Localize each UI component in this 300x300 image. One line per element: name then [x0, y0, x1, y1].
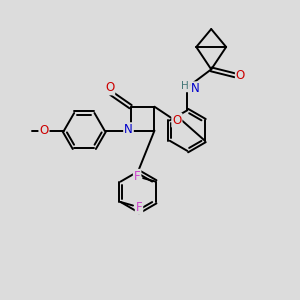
Text: N: N: [124, 123, 133, 136]
Text: H: H: [182, 81, 189, 92]
Text: N: N: [191, 82, 200, 95]
Text: F: F: [134, 170, 140, 183]
Text: F: F: [136, 201, 142, 214]
Text: O: O: [39, 124, 49, 137]
Text: O: O: [105, 81, 114, 94]
Text: O: O: [236, 69, 245, 82]
Text: O: O: [172, 114, 182, 127]
